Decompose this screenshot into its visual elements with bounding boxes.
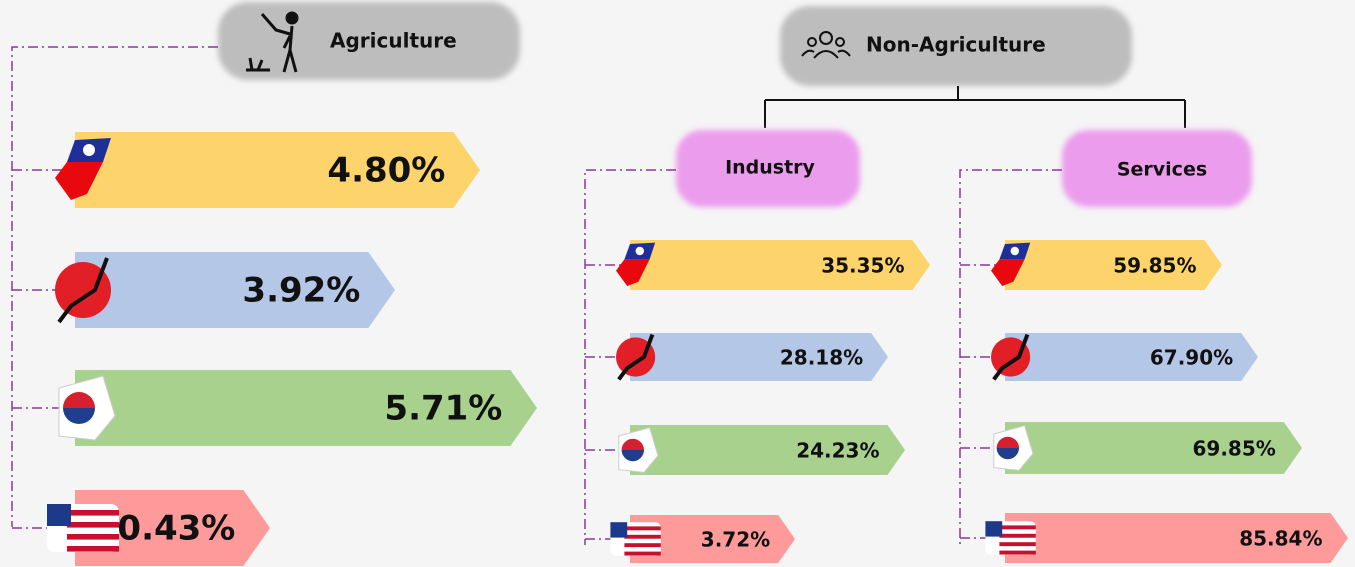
- flag-stripe: [67, 534, 119, 540]
- flag-map: [616, 242, 656, 286]
- flag-canton: [610, 522, 628, 538]
- flag-stripe: [999, 533, 1036, 538]
- flag-map: [610, 522, 661, 556]
- services-header: [1062, 130, 1252, 207]
- flag-stripe: [624, 551, 661, 556]
- value-label: 0.43%: [117, 509, 235, 549]
- value-banner: [75, 370, 537, 446]
- flag-red: [63, 392, 95, 408]
- flag-map: [47, 504, 119, 552]
- value-banner: [630, 240, 930, 290]
- services-title: Services: [1117, 159, 1207, 181]
- value-banner: [1005, 513, 1348, 563]
- value-banner: [630, 333, 888, 381]
- agriculture-tree: [11, 46, 218, 527]
- flag-map: [991, 242, 1031, 286]
- flag-stripe: [67, 510, 119, 516]
- non-agriculture-header: [780, 6, 1132, 86]
- value-label: 69.85%: [1192, 437, 1275, 461]
- flag-stripe: [999, 550, 1036, 555]
- value-label: 5.71%: [384, 389, 502, 429]
- industry-tree: [584, 169, 676, 545]
- flag-sun: [83, 144, 95, 156]
- value-label: 4.80%: [327, 151, 445, 191]
- flag-red: [996, 436, 1019, 448]
- value-banner: [630, 425, 905, 475]
- flag-red: [616, 259, 650, 286]
- industry-title: Industry: [725, 157, 815, 179]
- flag-canton: [985, 521, 1003, 537]
- value-banner: [1005, 333, 1258, 381]
- flag-canton: [47, 504, 71, 526]
- industry-header: [676, 130, 860, 207]
- flag-stripe: [999, 542, 1036, 547]
- value-label: 85.84%: [1239, 527, 1322, 551]
- flag-disc: [55, 262, 111, 318]
- flag-stripe: [67, 522, 119, 528]
- value-banner: [75, 490, 270, 566]
- flag-sun: [1010, 246, 1019, 256]
- flag-stripe: [624, 534, 661, 539]
- flag-island: [617, 333, 655, 381]
- value-label: 24.23%: [796, 439, 879, 463]
- value-banner: [75, 132, 480, 208]
- flag-stripe: [67, 546, 119, 552]
- value-label: 3.72%: [701, 528, 770, 552]
- flag-stripe: [999, 525, 1036, 530]
- people-icon: [801, 31, 851, 59]
- value-banner: [1005, 422, 1302, 474]
- flag-blue: [621, 450, 644, 462]
- flag-red: [55, 162, 103, 200]
- flag-island: [57, 257, 109, 324]
- value-label: 3.92%: [242, 271, 360, 311]
- flag-red: [991, 259, 1025, 286]
- flag-map: [985, 521, 1036, 555]
- flag-red: [621, 438, 644, 450]
- value-banner: [75, 252, 395, 328]
- value-banner: [630, 515, 795, 563]
- value-label: 59.85%: [1113, 254, 1196, 278]
- flag-sun: [635, 246, 644, 256]
- flag-map: [991, 333, 1031, 381]
- flag-map: [993, 424, 1034, 471]
- tree-connector: [764, 86, 1186, 128]
- flag-island: [992, 333, 1030, 381]
- flag-map: [55, 257, 111, 324]
- value-banner: [1005, 240, 1222, 290]
- farmer-icon: [246, 11, 299, 73]
- services-tree: [959, 169, 1062, 545]
- value-label: 35.35%: [821, 254, 904, 278]
- value-label: 67.90%: [1150, 346, 1233, 370]
- flag-stripe: [624, 526, 661, 531]
- flag-map: [55, 138, 111, 200]
- flag-blue: [996, 448, 1019, 460]
- flag-stripe: [624, 543, 661, 548]
- flag-map: [616, 333, 656, 381]
- agriculture-title: Agriculture: [330, 29, 457, 53]
- flag-map: [618, 426, 659, 473]
- flag-map: [58, 375, 116, 441]
- non-agriculture-title: Non-Agriculture: [866, 33, 1046, 57]
- flag-blue: [63, 408, 95, 424]
- value-label: 28.18%: [780, 346, 863, 370]
